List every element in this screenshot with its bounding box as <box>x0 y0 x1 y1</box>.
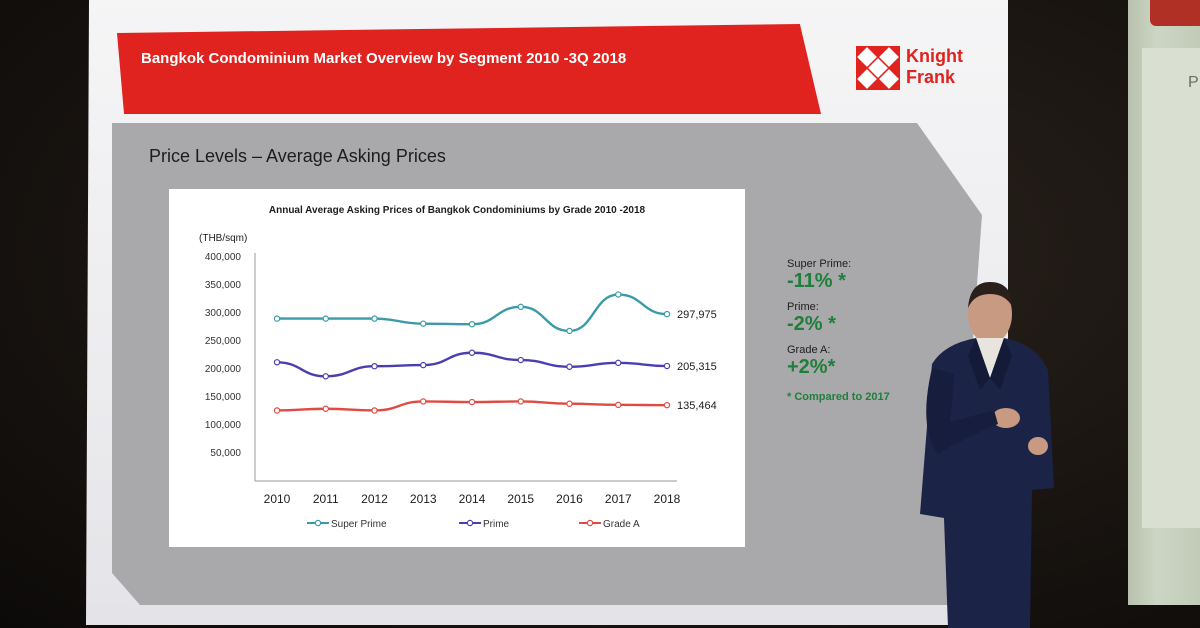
line-chart: Annual Average Asking Prices of Bangkok … <box>169 189 745 547</box>
data-point <box>468 349 476 356</box>
legend-swatch-marker <box>586 519 594 527</box>
y-tick-label: 200,000 <box>205 364 242 375</box>
data-point <box>420 398 427 405</box>
stat-value: +2%* <box>787 356 836 378</box>
presenter-figure <box>920 282 1054 628</box>
x-tick-label: 2011 <box>313 492 339 506</box>
stat-label: Grade A: <box>787 344 831 356</box>
data-point <box>663 362 671 370</box>
change-stats: Super Prime: -11% * Prime: -2% * Grade A: +2%… <box>787 258 967 403</box>
chart-svg: Annual Average Asking Prices of Bangkok … <box>199 205 717 530</box>
end-value-label: 297,975 <box>677 309 717 321</box>
data-point <box>663 401 671 409</box>
y-tick-label: 350,000 <box>205 280 242 291</box>
series-line <box>276 351 668 378</box>
data-point <box>322 315 329 322</box>
y-axis-unit-label: (THB/sqm) <box>199 233 247 244</box>
data-point <box>517 356 524 364</box>
logo-wordmark: Knight Frank <box>906 46 963 87</box>
adjacent-screen-panel: P <box>1142 48 1200 528</box>
data-point <box>566 327 573 335</box>
title-banner: Bangkok Condominium Market Overview by S… <box>117 24 821 114</box>
data-point <box>615 291 622 298</box>
legend-swatch-marker <box>466 519 474 527</box>
data-point <box>273 407 281 414</box>
stat-label: Prime: <box>787 301 819 313</box>
data-point <box>420 320 427 327</box>
chart-title: Annual Average Asking Prices of Bangkok … <box>269 205 646 216</box>
data-point <box>371 407 378 414</box>
legend-entry: Prime <box>483 519 510 530</box>
y-tick-label: 100,000 <box>205 420 242 431</box>
data-point <box>273 359 281 366</box>
data-point <box>517 398 524 405</box>
x-tick-label: 2014 <box>459 492 486 506</box>
adjacent-screen-banner <box>1150 0 1200 26</box>
end-value-label: 205,315 <box>677 361 717 373</box>
x-tick-label: 2013 <box>410 492 437 506</box>
footnote: * Compared to 2017 <box>787 391 890 403</box>
data-point <box>468 398 476 406</box>
y-tick-label: 150,000 <box>205 392 242 403</box>
knight-frank-logo: Knight Frank <box>856 46 986 94</box>
stat-value: -11% * <box>787 270 846 292</box>
adjacent-screen-text: P <box>1188 74 1199 91</box>
legend-entry: Super Prime <box>331 519 387 530</box>
x-tick-label: 2015 <box>507 492 534 506</box>
data-point <box>371 362 378 370</box>
data-point <box>468 320 476 328</box>
stat-value: -2% * <box>787 313 836 335</box>
x-tick-label: 2017 <box>605 492 632 506</box>
stat-label: Super Prime: <box>787 258 852 270</box>
data-point <box>566 400 573 407</box>
data-point <box>663 310 671 318</box>
data-point <box>615 401 622 409</box>
data-point <box>566 363 573 370</box>
legend-entry: Grade A <box>603 519 640 530</box>
end-value-label: 135,464 <box>677 400 717 412</box>
x-tick-label: 2018 <box>654 492 681 506</box>
x-tick-label: 2012 <box>361 492 388 506</box>
data-point <box>420 361 427 369</box>
x-tick-label: 2010 <box>264 492 291 506</box>
data-point <box>371 315 378 322</box>
data-point <box>322 373 329 380</box>
legend-swatch-marker <box>314 519 322 527</box>
data-point <box>517 303 524 311</box>
y-tick-label: 300,000 <box>205 308 242 319</box>
logo-mark-icon <box>856 46 900 90</box>
adjacent-screen: P <box>1128 0 1200 605</box>
data-point <box>615 359 622 367</box>
x-tick-label: 2016 <box>556 492 583 506</box>
y-tick-label: 400,000 <box>205 252 242 263</box>
data-point <box>273 315 281 322</box>
data-point <box>322 405 329 412</box>
series-line <box>277 293 668 333</box>
slide-subtitle: Price Levels – Average Asking Prices <box>149 146 446 166</box>
y-tick-label: 50,000 <box>210 448 241 459</box>
slide-title: Bangkok Condominium Market Overview by S… <box>141 50 627 67</box>
y-tick-label: 250,000 <box>205 336 242 347</box>
